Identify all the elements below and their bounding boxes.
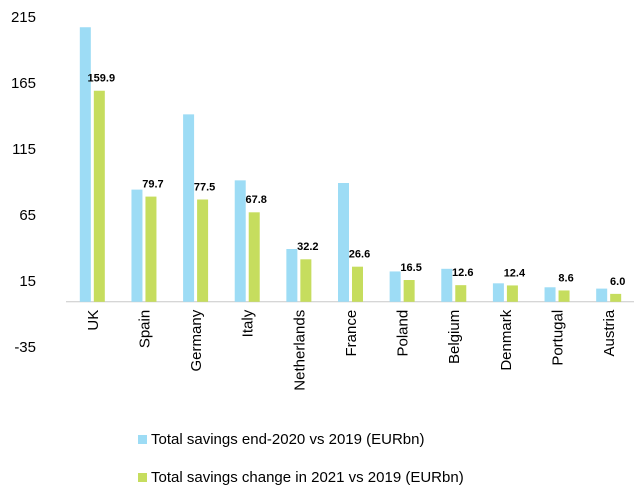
x-tick-label: Denmark (498, 309, 515, 370)
data-label: 77.5 (194, 181, 215, 193)
data-label: 6.0 (610, 276, 625, 288)
bar (441, 268, 453, 302)
data-label: 159.9 (88, 73, 116, 85)
y-tick-label: 165 (11, 75, 36, 92)
legend-swatch (138, 473, 147, 482)
data-label: 12.4 (504, 267, 526, 279)
bar (300, 259, 312, 302)
data-label: 12.6 (452, 267, 473, 279)
legend-swatch (138, 435, 147, 444)
legend-label: Total savings change in 2021 vs 2019 (EU… (151, 469, 464, 486)
bar (248, 212, 260, 302)
data-label: 67.8 (246, 194, 267, 206)
x-tick-label: Austria (601, 309, 618, 356)
bar (79, 27, 91, 302)
x-tick-label: Poland (395, 310, 412, 357)
bar (197, 199, 209, 302)
bar (403, 280, 415, 302)
data-label: 32.2 (297, 241, 318, 253)
bar (93, 90, 105, 302)
x-tick-label: France (343, 310, 360, 357)
x-tick-label: Netherlands (291, 310, 308, 391)
data-label: 8.6 (558, 272, 573, 284)
bar (131, 189, 143, 302)
bar (352, 266, 363, 302)
bar (234, 180, 246, 302)
data-label: 79.7 (142, 179, 163, 191)
bar (558, 290, 570, 302)
data-label: 26.6 (349, 249, 370, 261)
x-tick-label: Italy (240, 309, 257, 337)
x-tick-label: Belgium (446, 310, 463, 364)
bar (506, 285, 518, 302)
x-tick-label: Spain (136, 310, 153, 348)
bar (610, 293, 622, 302)
bar (338, 183, 349, 302)
y-tick-label: 15 (19, 273, 36, 290)
bar (183, 114, 195, 302)
bar (145, 196, 157, 302)
y-tick-label: -35 (14, 339, 36, 356)
bar (596, 288, 608, 302)
bar (492, 283, 504, 302)
x-tick-label: UK (85, 310, 102, 331)
y-tick-label: 115 (12, 141, 36, 158)
bar (455, 285, 467, 302)
x-tick-label: Portugal (550, 310, 567, 366)
y-tick-label: 65 (19, 207, 36, 224)
data-label: 16.5 (400, 262, 421, 274)
bar (286, 249, 298, 302)
legend-label: Total savings end-2020 vs 2019 (EURbn) (151, 431, 425, 448)
y-tick-label: 215 (11, 9, 36, 26)
x-tick-label: Germany (188, 309, 205, 371)
bar (389, 271, 401, 302)
bar (544, 287, 556, 302)
